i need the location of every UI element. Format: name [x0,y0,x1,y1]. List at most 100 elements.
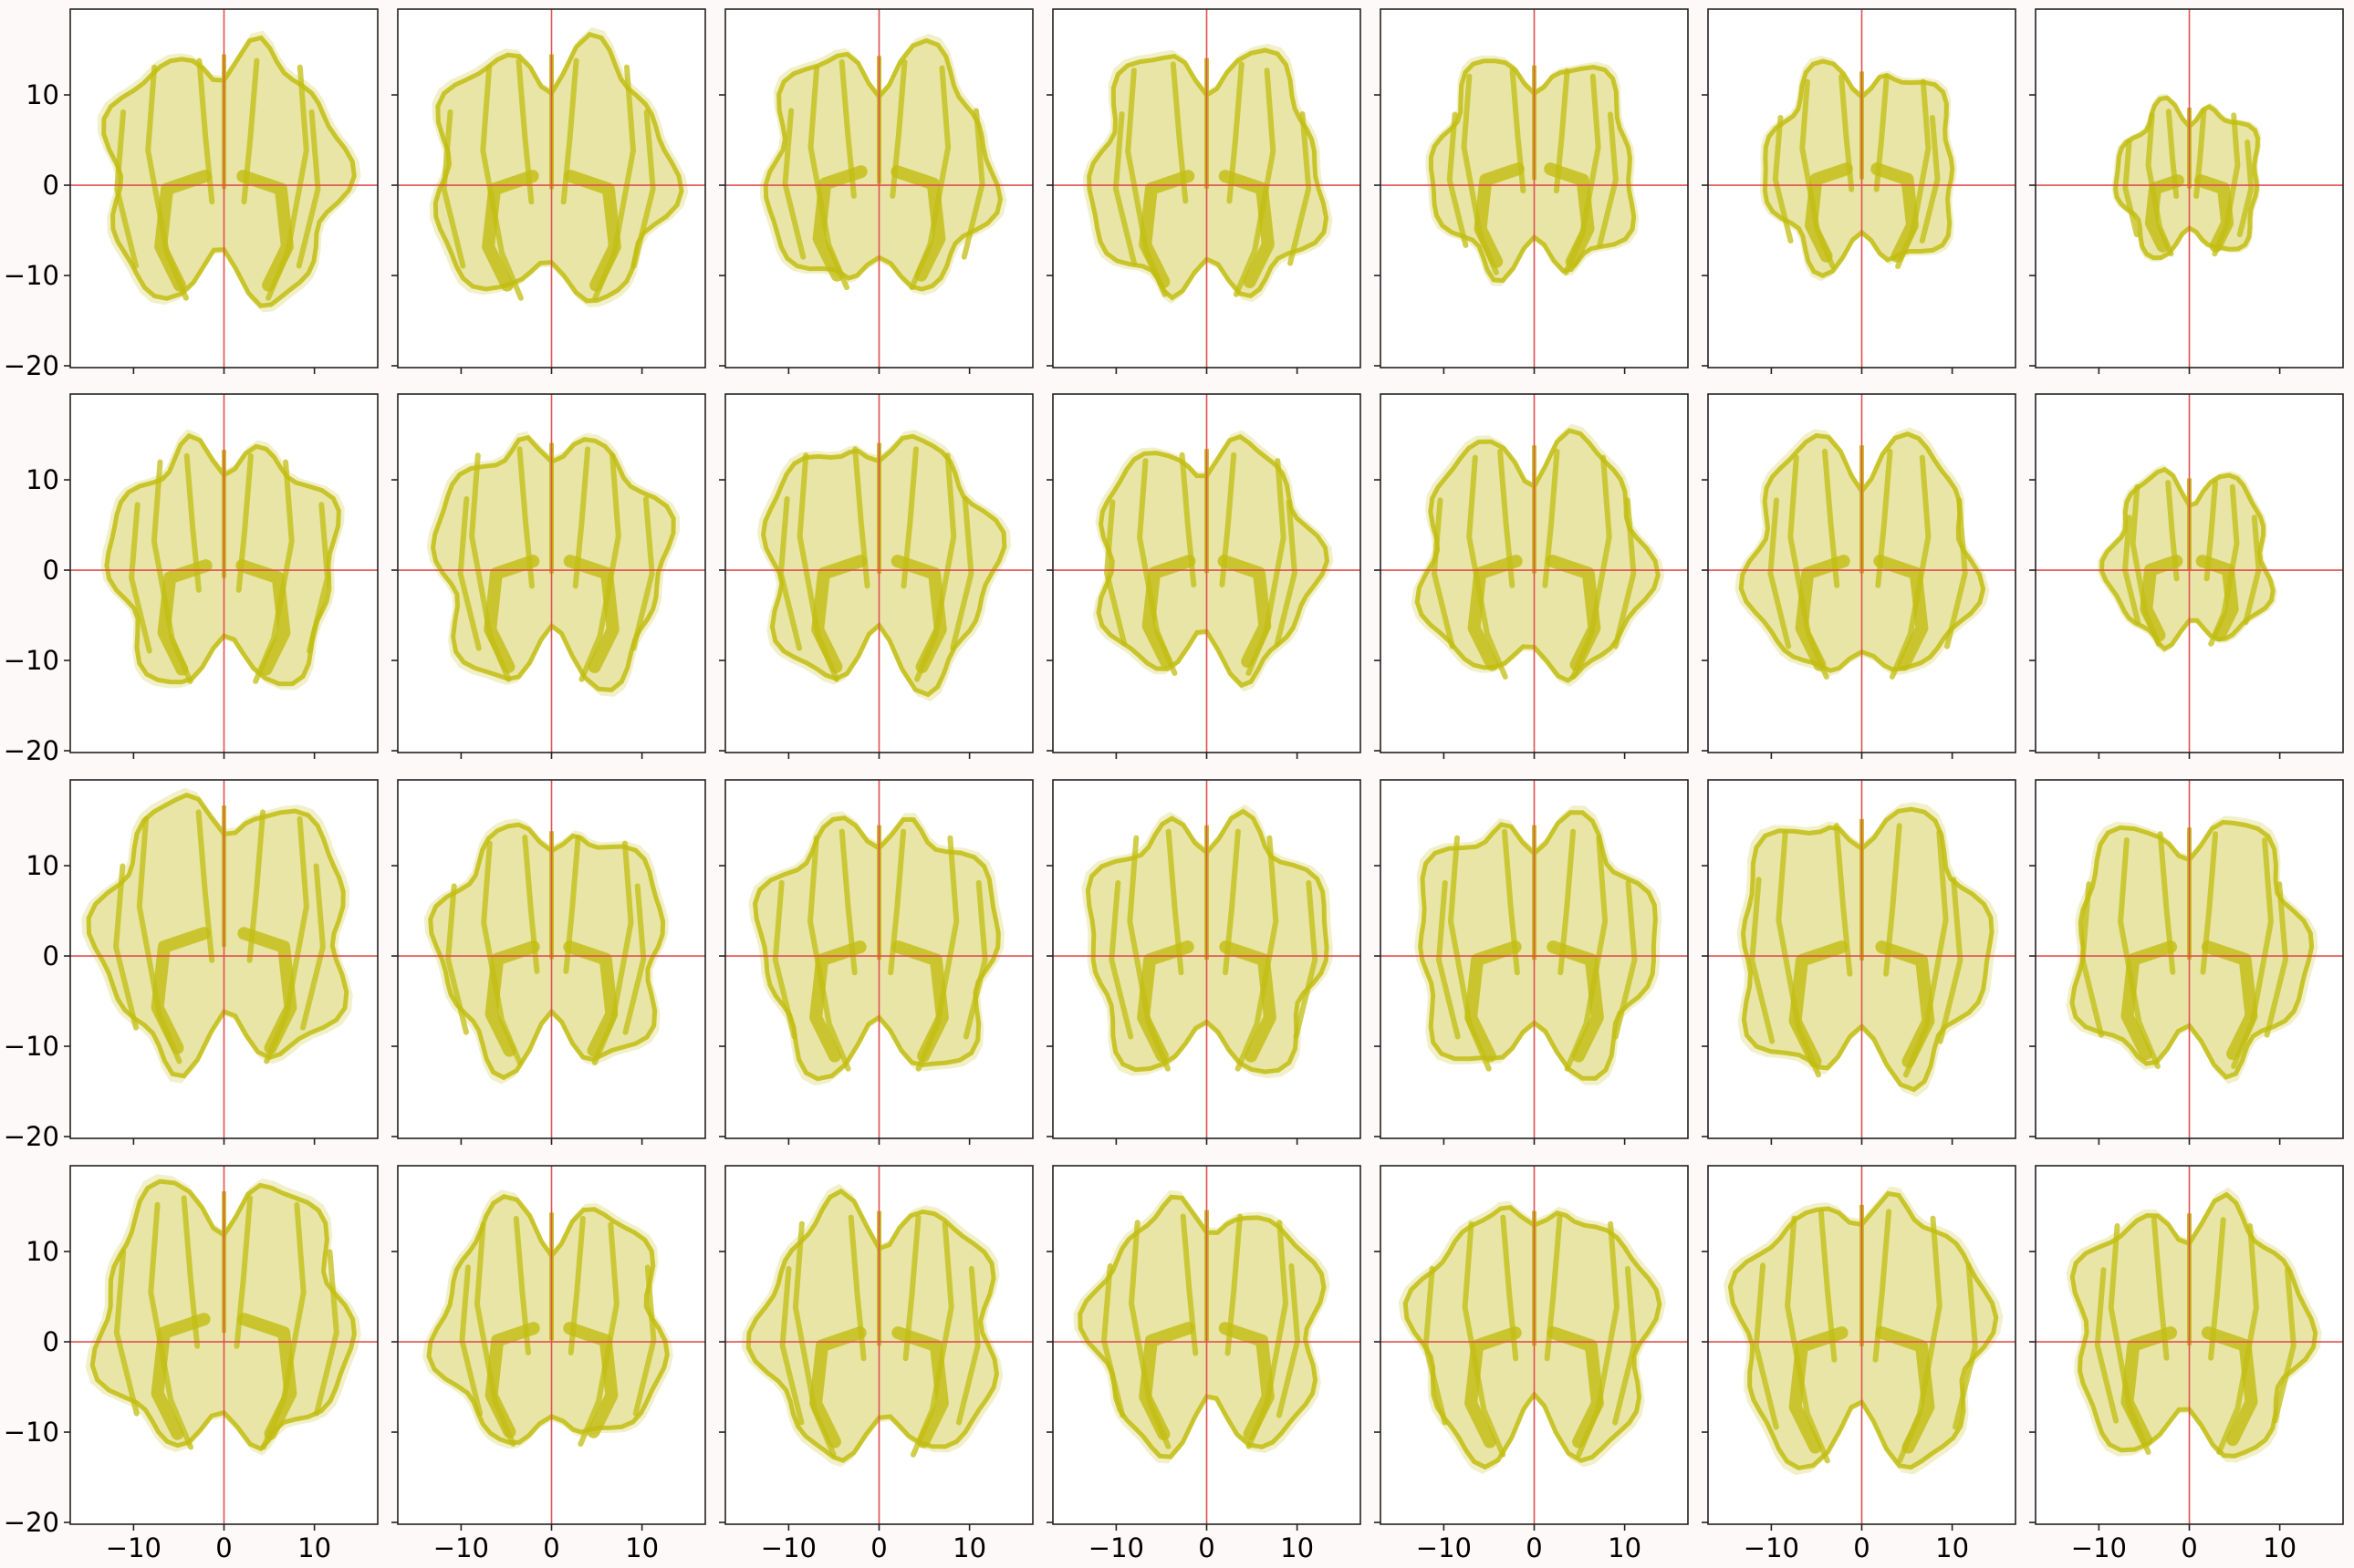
cloud-ventricle [564,170,621,292]
cloud-ventricle [151,927,211,1054]
cloud-ventricle [809,1326,867,1449]
point-cloud [1083,43,1333,305]
cloud-strand [1953,1262,1978,1430]
cloud-ventricle [1875,940,1935,1068]
y-tick-label: −10 [4,645,59,676]
cloud-ventricle [563,940,619,1057]
cloud-ventricle [237,927,297,1054]
panel: 10 0 −10 −20 [4,393,379,766]
y-tick-label: 10 [26,850,59,881]
cloud-strand [1597,111,1619,248]
panel [1374,393,1689,759]
cloud-strand [782,108,807,260]
point-cloud [1414,805,1662,1085]
cloud-ventricle [1870,162,1919,263]
cloud-strand [779,1265,805,1426]
cloud-strand [445,883,469,1035]
x-tick-label: 10 [2263,1532,2297,1563]
cloud-strand [1612,879,1638,1040]
cloud-ventricle [1467,555,1523,671]
x-tick-label: −10 [1088,1532,1144,1563]
cloud-ventricle [1547,940,1604,1063]
cloud-strand [2272,1267,2297,1424]
cloud-ventricle [1219,940,1276,1063]
cloud-ventricle [563,1322,619,1438]
panel [391,779,706,1145]
cloud-strand [457,496,482,651]
cloud-strand [1612,497,1637,649]
cloud-strand [1109,879,1134,1040]
panel [2029,8,2344,374]
panel: −10 0 10 [2029,1165,2344,1563]
point-cloud [423,818,669,1085]
cloud-ventricle [1795,555,1850,671]
cloud-strand [1612,1265,1637,1426]
cloud-ventricle [812,165,868,282]
x-tick-label: 10 [953,1532,986,1563]
cloud-strand [1435,879,1461,1040]
cloud-strand [441,109,466,269]
x-tick-label: 0 [1853,1532,1870,1563]
x-tick-label: 10 [1935,1532,1969,1563]
y-tick-label: 0 [43,170,59,201]
x-tick-label: −10 [761,1532,817,1563]
y-tick-label: 0 [43,1326,59,1357]
cloud-strand [234,1195,254,1349]
cloud-ventricle [484,555,540,673]
cloud-strand [2079,881,2104,1038]
x-tick-label: 0 [1526,1532,1542,1563]
cloud-ventricle [2201,1326,2258,1447]
cloud-ventricle [2120,940,2178,1061]
panel [2029,393,2344,759]
panel [1702,779,2016,1145]
point-cloud [2066,815,2318,1085]
panel: −10 0 10 [1374,1165,1689,1563]
cloud-ventricle [1217,555,1272,669]
cloud-ventricle [1464,940,1522,1063]
panel [1702,8,2016,374]
cloud-ventricle [1873,555,1929,671]
cloud-ventricle [1788,1326,1849,1454]
cloud-strand [630,109,656,269]
cloud-strand [1919,115,1941,244]
y-tick-label: −10 [4,1031,59,1062]
cloud-ventricle [891,1326,949,1449]
y-tick-label: 10 [26,79,59,110]
cloud-strand [1101,1263,1126,1418]
cloud-strand [1767,497,1792,649]
x-tick-label: 0 [543,1532,559,1563]
cloud-strand [1293,879,1318,1040]
cloud-strand [961,108,985,260]
cloud-ventricle [1464,1326,1522,1449]
panel: −10 0 10 [1702,1165,2016,1563]
cloud-ventricle [1546,555,1601,671]
point-cloud [1073,1189,1330,1464]
panel [719,8,1034,374]
cloud-ventricle [151,1313,211,1440]
cloud-ventricle [235,559,291,676]
point-cloud [1425,55,1640,286]
cloud-ventricle [1875,1326,1935,1454]
cloud-ventricle [2201,940,2258,1061]
x-tick-label: −10 [1744,1532,1799,1563]
cloud-ventricle [891,165,946,282]
cloud-ventricle [1139,1322,1195,1441]
cloud-strand [300,863,326,1031]
cloud-ventricle [891,555,947,673]
point-cloud [1736,802,1999,1097]
point-cloud [1398,1200,1666,1474]
panel [1702,393,2016,759]
cloud-strand [560,57,579,205]
cloud-strand [1180,1213,1199,1356]
cloud-ventricle [1547,1326,1604,1449]
cloud-ventricle [154,170,212,292]
cloud-strand [307,502,330,654]
x-tick-label: 10 [1280,1532,1314,1563]
x-tick-label: 10 [1608,1532,1641,1563]
cloud-strand [113,1249,140,1417]
panel: −10 0 10 [391,1165,706,1563]
x-tick-label: −10 [433,1532,489,1563]
cloud-strand [1112,111,1138,266]
cloud-strand [1772,115,1794,244]
